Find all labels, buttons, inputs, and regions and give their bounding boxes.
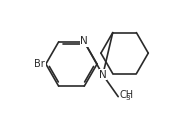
Text: Br: Br	[34, 59, 45, 69]
Text: 3: 3	[126, 95, 130, 100]
Text: N: N	[80, 36, 88, 46]
Text: N: N	[99, 70, 107, 80]
Text: CH: CH	[119, 90, 134, 100]
